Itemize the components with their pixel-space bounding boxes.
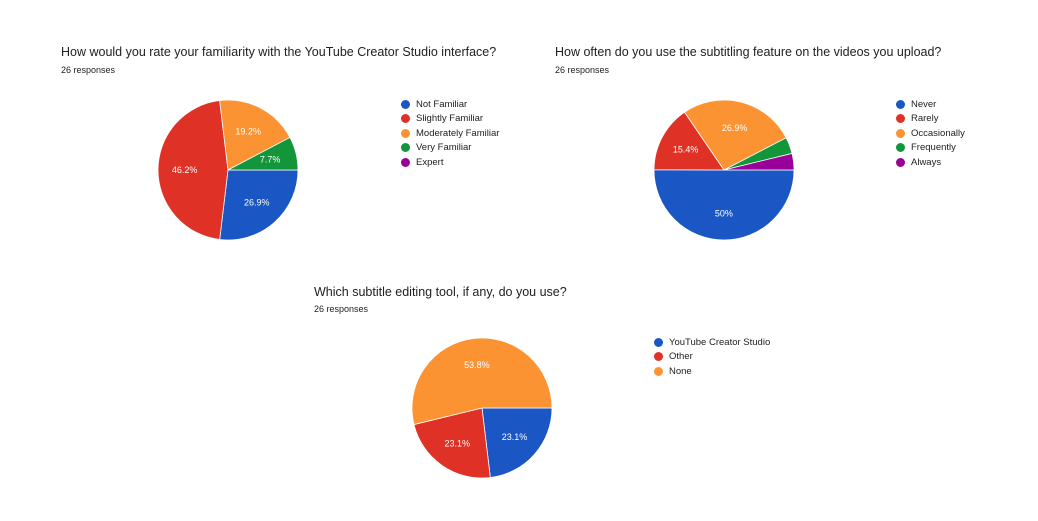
slice-label-very-familiar: 7.7% [260,155,281,165]
legend-subtitling-frequency: Never Rarely Occasionally Frequently Always [896,97,965,170]
legend-item-always: Always [896,155,965,170]
legend-item-youtube-creator-studio: YouTube Creator Studio [654,335,770,350]
pie-slice-moderately-familiar [219,99,291,171]
pie-slice-very-familiar [227,136,299,171]
legend-item-occasionally: Occasionally [896,126,965,141]
legend-item-not-familiar: Not Familiar [401,97,499,112]
legend-swatch [654,366,663,376]
pie-chart-subtitling-frequency: 50% 15.4% 26.9% [653,99,795,241]
response-count: 26 responses [61,65,116,75]
slice-label-not-familiar: 26.9% [244,197,270,207]
pie-slice-frequently [723,137,793,171]
pie-slice-none [411,337,553,426]
legend-item-other: Other [654,350,770,365]
legend-swatch [654,337,663,347]
legend-label: Very Familiar [416,142,472,154]
legend-label: Never [911,98,937,110]
legend-swatch [401,128,410,138]
slice-label-never: 50% [715,208,733,218]
legend-editing-tool: YouTube Creator Studio Other None [654,335,770,379]
legend-label: Frequently [911,142,956,154]
pie-slice-youtube-creator-studio [481,407,553,478]
slice-label-slightly-familiar: 46.2% [172,165,198,175]
legend-label: Always [911,156,942,168]
legend-swatch [896,128,905,138]
chart-title: Which subtitle editing tool, if any, do … [314,285,567,299]
pie-slice-never [653,169,795,241]
legend-label: Rarely [911,113,939,125]
legend-item-slightly-familiar: Slightly Familiar [401,112,499,127]
pie-slice-always [723,152,795,171]
legend-item-frequently: Frequently [896,141,965,156]
legend-swatch [896,99,905,109]
legend-familiarity: Not Familiar Slightly Familiar Moderately … [401,97,499,170]
legend-item-very-familiar: Very Familiar [401,141,499,156]
legend-swatch [401,114,410,124]
legend-swatch [654,352,663,362]
legend-swatch [896,157,905,167]
response-count: 26 responses [555,65,610,75]
pie-slice-not-familiar [219,169,299,241]
pie-chart-editing-tool: 23.1% 23.1% 53.8% [411,337,553,479]
pie-chart-familiarity: 26.9% 46.2% 19.2% 7.7% [157,99,299,241]
slice-label-other: 23.1% [445,439,471,449]
legend-swatch [896,143,905,153]
pie-slice-other [413,407,491,479]
legend-label: Not Familiar [416,98,468,110]
slice-label-moderately-familiar: 19.2% [235,127,261,137]
legend-swatch [896,114,905,124]
legend-item-rarely: Rarely [896,112,965,127]
legend-label: YouTube Creator Studio [669,336,771,348]
legend-item-expert: Expert [401,155,499,170]
legend-swatch [401,99,410,109]
slice-label-youtube-creator-studio: 23.1% [502,432,528,442]
legend-label: Expert [416,156,444,168]
pie-slice-rarely [653,111,725,171]
slice-label-rarely: 15.4% [673,145,699,155]
legend-item-moderately-familiar: Moderately Familiar [401,126,499,141]
legend-swatch [401,157,410,167]
legend-label: None [669,365,692,377]
legend-item-none: None [654,364,770,379]
legend-swatch [401,143,410,153]
chart-title: How often do you use the subtitling feat… [555,45,942,59]
response-count: 26 responses [314,304,369,314]
legend-label: Slightly Familiar [416,113,484,125]
slice-label-none: 53.8% [464,360,490,370]
chart-title: How would you rate your familiarity with… [61,45,497,59]
legend-label: Occasionally [911,127,965,139]
legend-item-never: Never [896,97,965,112]
legend-label: Moderately Familiar [416,127,500,139]
slice-label-occasionally: 26.9% [722,123,748,133]
pie-slice-occasionally [683,99,787,171]
pie-slice-slightly-familiar [157,100,229,240]
legend-label: Other [669,351,693,363]
